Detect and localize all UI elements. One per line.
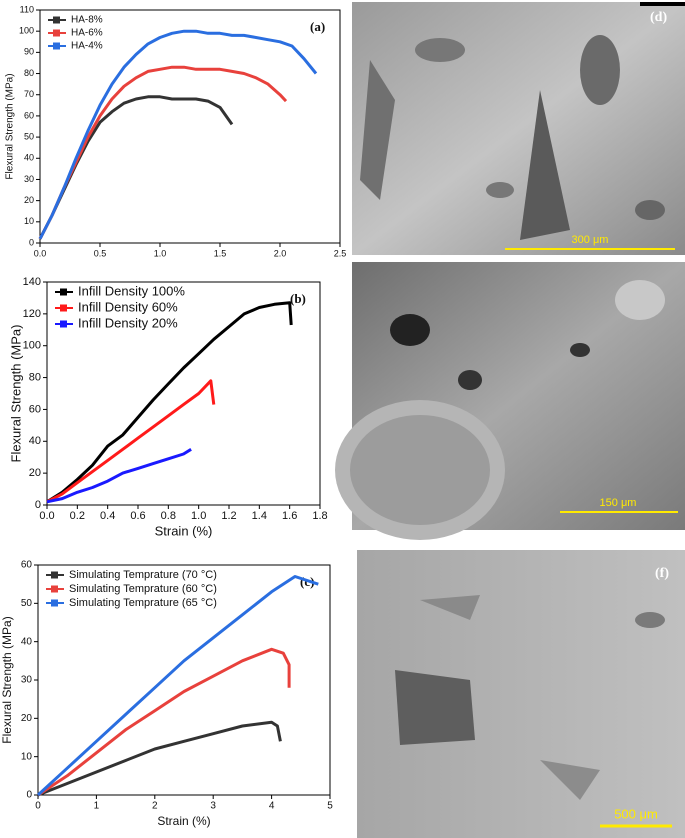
legend-marker <box>51 599 58 607</box>
legend-label: Simulating Temprature (65 °C) <box>69 597 217 609</box>
y-axis-label: Flexural Strength (MPa) <box>0 616 14 743</box>
legend-label: HA-4% <box>71 41 103 52</box>
y-tick-label: 0 <box>26 790 32 801</box>
y-tick-label: 90 <box>24 47 34 57</box>
panel-label: (b) <box>290 291 306 306</box>
x-tick-label: 0.5 <box>94 248 107 258</box>
x-tick-label: 4 <box>269 801 275 812</box>
x-tick-label: 1.0 <box>191 510 206 522</box>
y-tick-label: 50 <box>24 131 34 141</box>
y-tick-label: 80 <box>29 371 41 383</box>
data-line <box>37 647 291 797</box>
image-label: (d) <box>650 10 667 25</box>
data-line <box>37 720 282 797</box>
y-tick-label: 20 <box>29 467 41 479</box>
x-tick-label: 2.0 <box>274 248 287 258</box>
x-tick-label: 1.8 <box>312 510 327 522</box>
image-label: (f) <box>655 566 669 581</box>
legend-marker <box>51 571 58 579</box>
y-tick-label: 0 <box>35 499 41 511</box>
y-tick-label: 60 <box>24 110 34 120</box>
x-tick-label: 0.0 <box>34 248 47 258</box>
data-line <box>46 379 216 504</box>
data-line <box>38 29 318 240</box>
legend-marker <box>60 288 67 296</box>
scale-bar-label: 150 μm <box>600 497 637 509</box>
y-axis-label: Flexural Strength (MPa) <box>8 325 23 463</box>
x-tick-label: 1.6 <box>282 510 297 522</box>
data-line <box>36 575 319 797</box>
y-tick-label: 10 <box>24 216 34 226</box>
y-tick-label: 100 <box>23 340 41 352</box>
y-tick-label: 110 <box>20 4 34 14</box>
y-tick-label: 140 <box>23 276 41 288</box>
y-tick-label: 50 <box>21 598 33 609</box>
x-tick-label: 0.0 <box>39 510 54 522</box>
y-tick-label: 20 <box>21 713 33 724</box>
sem-image: 150 μm <box>335 262 685 540</box>
data-line <box>46 301 293 504</box>
legend-label: HA-8% <box>71 15 103 26</box>
legend-label: HA-6% <box>71 28 103 39</box>
x-tick-label: 1 <box>94 801 100 812</box>
x-tick-label: 1.4 <box>252 510 267 522</box>
y-tick-label: 60 <box>21 560 33 571</box>
y-tick-label: 10 <box>21 751 33 762</box>
y-tick-label: 0 <box>29 237 34 247</box>
x-tick-label: 1.0 <box>154 248 167 258</box>
legend-marker <box>53 16 60 24</box>
legend-marker <box>60 304 67 312</box>
y-tick-label: 20 <box>24 195 34 205</box>
y-tick-label: 30 <box>21 675 33 686</box>
y-tick-label: 40 <box>29 435 41 447</box>
data-line <box>46 448 192 504</box>
legend-marker <box>53 42 60 50</box>
x-tick-label: 0 <box>35 801 41 812</box>
legend-label: Simulating Temprature (60 °C) <box>69 583 217 595</box>
x-tick-label: 0.2 <box>70 510 85 522</box>
x-tick-label: 2.5 <box>334 248 347 258</box>
data-line <box>38 95 234 240</box>
x-tick-label: 3 <box>210 801 216 812</box>
y-tick-label: 60 <box>29 403 41 415</box>
x-tick-label: 2 <box>152 801 158 812</box>
plot-frame <box>46 281 321 506</box>
scale-bar-label: 500 μm <box>614 806 658 821</box>
legend-label: Infill Density 100% <box>78 283 185 298</box>
legend-label: Simulating Temprature (70 °C) <box>69 569 217 581</box>
scale-bar-label: 300 μm <box>572 234 609 246</box>
panel-label: (a) <box>310 19 325 34</box>
legend-label: Infill Density 20% <box>78 315 178 330</box>
y-tick-label: 70 <box>24 89 34 99</box>
legend-label: Infill Density 60% <box>78 299 178 314</box>
y-tick-label: 40 <box>21 636 33 647</box>
x-axis-label: Strain (%) <box>157 814 210 828</box>
sem-image: (d) 300 μm <box>352 2 685 255</box>
x-axis-label: Strain (%) <box>155 523 213 538</box>
y-tick-label: 120 <box>23 308 41 320</box>
legend-marker <box>60 320 67 328</box>
y-tick-label: 100 <box>19 26 34 36</box>
legend-marker <box>53 29 60 37</box>
y-tick-label: 80 <box>24 68 34 78</box>
y-axis-label: Flexural Strength (MPa) <box>5 73 16 179</box>
x-tick-label: 0.8 <box>161 510 176 522</box>
y-tick-label: 40 <box>24 153 34 163</box>
x-tick-label: 0.6 <box>130 510 145 522</box>
x-tick-label: 1.5 <box>214 248 227 258</box>
x-tick-label: 0.4 <box>100 510 115 522</box>
data-line <box>38 65 288 240</box>
plot-frame <box>39 9 341 244</box>
y-tick-label: 30 <box>24 174 34 184</box>
x-tick-label: 1.2 <box>221 510 236 522</box>
legend-marker <box>51 585 58 593</box>
sem-image: (f) 500 μm <box>357 550 685 838</box>
x-tick-label: 5 <box>327 801 333 812</box>
